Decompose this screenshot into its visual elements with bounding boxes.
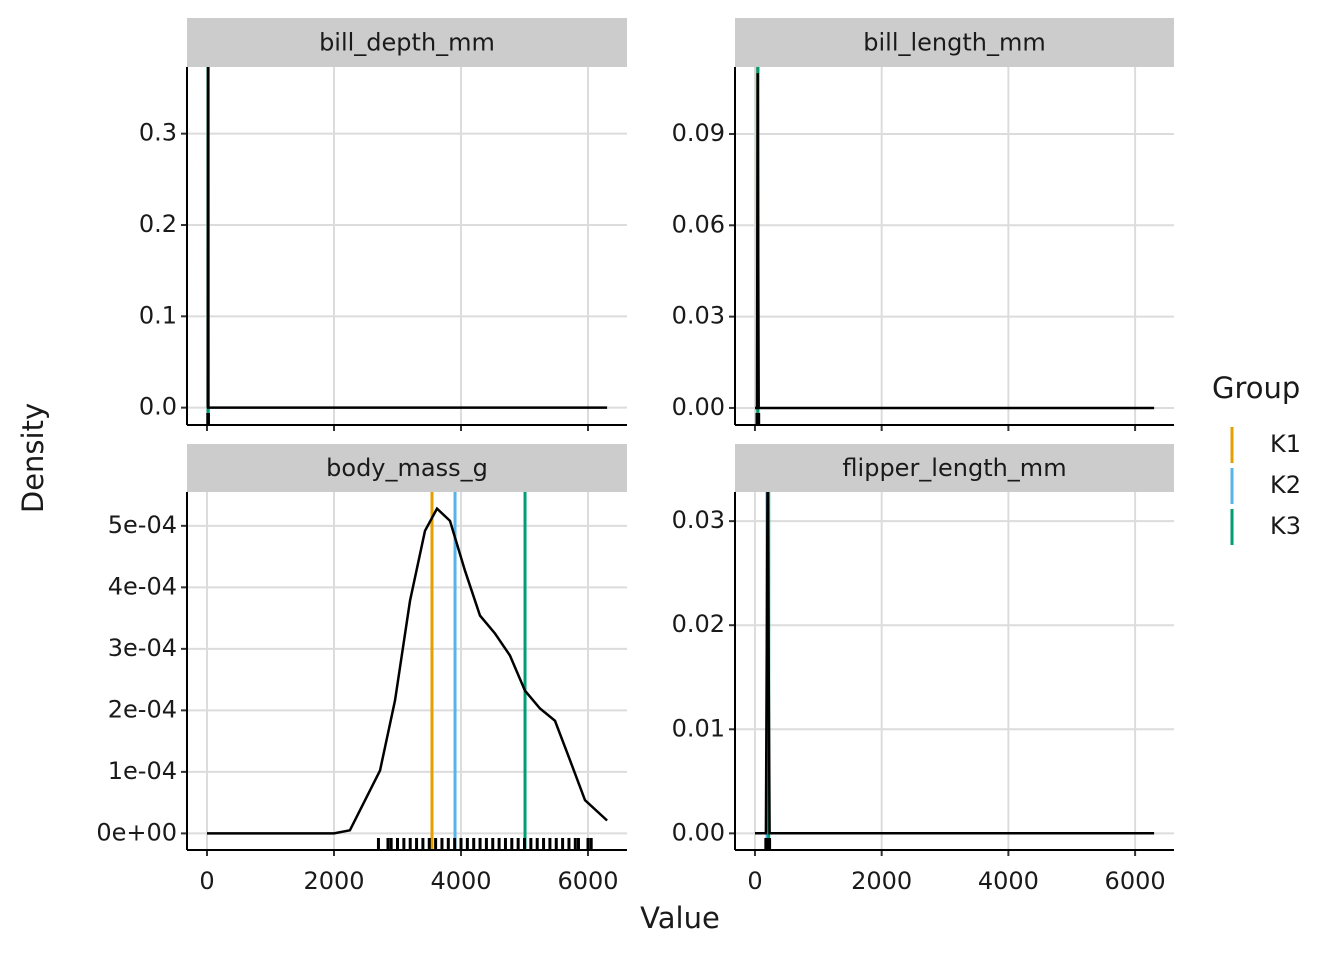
y-tick-label: 0.00 <box>672 393 725 421</box>
strip <box>735 444 1174 492</box>
strip <box>187 18 627 67</box>
y-tick-label: 0.00 <box>672 818 725 846</box>
y-tick-label: 0.03 <box>672 506 725 534</box>
strip <box>735 18 1174 67</box>
strip-label: bill_depth_mm <box>319 29 495 57</box>
x-tick-label: 0 <box>199 867 214 895</box>
y-tick-label: 2e-04 <box>108 695 177 723</box>
x-tick-label: 4000 <box>430 867 491 895</box>
legend-title: Group <box>1212 371 1300 405</box>
y-tick-label: 0.2 <box>139 210 177 238</box>
plot-area <box>755 492 1155 850</box>
y-tick-label: 0.02 <box>672 610 725 638</box>
y-tick-label: 1e-04 <box>108 757 177 785</box>
y-tick-label: 0.0 <box>139 393 177 421</box>
y-tick-label: 0.1 <box>139 301 177 329</box>
density-curve <box>207 506 608 835</box>
y-axis-label: Density <box>16 403 50 513</box>
x-tick-label: 6000 <box>1105 867 1166 895</box>
y-tick-label: 0.06 <box>672 210 725 238</box>
x-tick-label: 2000 <box>303 867 364 895</box>
x-tick-label: 2000 <box>851 867 912 895</box>
y-tick-label: 0e+00 <box>96 818 177 846</box>
y-tick-label: 4e-04 <box>108 572 177 600</box>
density-curve <box>206 67 608 409</box>
y-tick-label: 0.3 <box>139 119 177 147</box>
x-tick-label: 0 <box>747 867 762 895</box>
strip-label: bill_length_mm <box>863 29 1046 57</box>
strip-label: flipper_length_mm <box>842 454 1066 482</box>
plot-area <box>207 492 608 850</box>
x-tick-label: 4000 <box>978 867 1039 895</box>
strip <box>187 444 627 492</box>
y-tick-label: 3e-04 <box>108 634 177 662</box>
y-tick-label: 0.01 <box>672 714 725 742</box>
x-tick-label: 6000 <box>557 867 618 895</box>
x-axis-label: Value <box>640 901 720 935</box>
strip-label: body_mass_g <box>326 454 488 482</box>
plot-area <box>206 67 608 425</box>
density-curve <box>755 492 1155 835</box>
y-tick-label: 0.03 <box>672 302 725 330</box>
density-curve <box>755 73 1155 410</box>
legend-label: K1 <box>1270 430 1301 458</box>
legend-label: K2 <box>1270 471 1301 499</box>
legend-label: K3 <box>1270 512 1301 540</box>
y-tick-label: 0.09 <box>672 119 725 147</box>
plot-area <box>755 67 1155 425</box>
y-tick-label: 5e-04 <box>108 511 177 539</box>
